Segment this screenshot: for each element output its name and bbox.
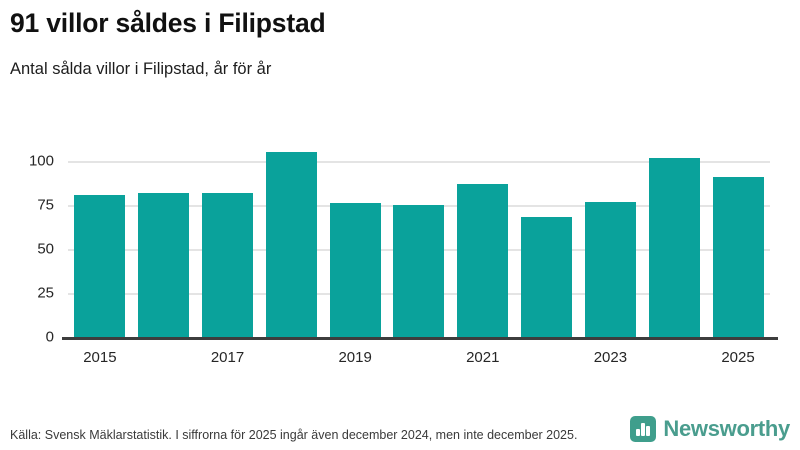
- bar-slot: [706, 140, 770, 337]
- chart-header: 91 villor såldes i Filipstad Antal sålda…: [0, 0, 800, 80]
- bar-2015: [74, 194, 126, 337]
- y-axis: 0 25 50 75 100: [0, 140, 62, 346]
- bar-slot: [451, 140, 515, 337]
- x-axis-line: [62, 337, 778, 340]
- bar-2024: [648, 157, 700, 337]
- bar-2017: [202, 192, 254, 337]
- bar-chart-icon: [630, 416, 657, 442]
- bar-2023: [584, 201, 636, 337]
- y-axis-tick-label: 50: [37, 240, 54, 258]
- bar-2018: [265, 152, 317, 337]
- logo-wordmark: Newsworthy: [663, 416, 790, 441]
- y-axis-tick-label: 100: [28, 152, 54, 170]
- x-axis-tick-label: [515, 340, 579, 374]
- page-title: 91 villor såldes i Filipstad: [10, 8, 326, 38]
- bar-slot: [515, 140, 579, 337]
- bar-2020: [393, 205, 445, 337]
- x-axis-tick-label: 2019: [338, 349, 372, 366]
- bar-slot: [387, 140, 451, 337]
- x-axis-tick-label: 2015: [83, 349, 117, 366]
- x-axis-tick-label: [642, 340, 706, 374]
- bar-2025: [712, 176, 764, 337]
- x-axis-tick-label: 2023: [593, 349, 628, 366]
- x-axis-tick-label: [132, 340, 196, 374]
- bar-slot: [68, 140, 132, 337]
- bar-series: [68, 140, 770, 337]
- bar-slot: [132, 140, 196, 337]
- chart-plot-area: 0 25 50 75 100 2015 2017 2019 2021 2023 2025: [0, 140, 800, 375]
- bar-2016: [138, 192, 190, 337]
- y-axis-tick-label: 0: [45, 328, 54, 346]
- y-axis-tick-label: 25: [37, 284, 54, 302]
- chart-footer: Källa: Svensk Mäklarstatistik. I siffror…: [0, 416, 800, 444]
- y-axis-tick-label: 75: [37, 196, 54, 214]
- source-note: Källa: Svensk Mäklarstatistik. I siffror…: [10, 427, 578, 442]
- bar-2022: [521, 217, 573, 337]
- x-axis: 2015 2017 2019 2021 2023 2025: [68, 340, 770, 374]
- x-axis-tick-label: 2017: [210, 349, 245, 366]
- bar-slot: [259, 140, 323, 337]
- x-axis-tick-label: 2021: [466, 349, 500, 366]
- bar-slot: [642, 140, 706, 337]
- chart-subtitle: Antal sålda villor i Filipstad, år för å…: [10, 60, 272, 79]
- bar-slot: [323, 140, 387, 337]
- newsworthy-logo: Newsworthy: [630, 416, 790, 444]
- bar-2021: [457, 183, 509, 337]
- x-axis-tick-label: [387, 340, 451, 374]
- gridline: [68, 161, 770, 164]
- x-axis-tick-label: 2025: [721, 349, 755, 366]
- x-axis-tick-label: [259, 340, 323, 374]
- bar-slot: [196, 140, 260, 337]
- bar-slot: [579, 140, 643, 337]
- bar-2019: [329, 203, 381, 337]
